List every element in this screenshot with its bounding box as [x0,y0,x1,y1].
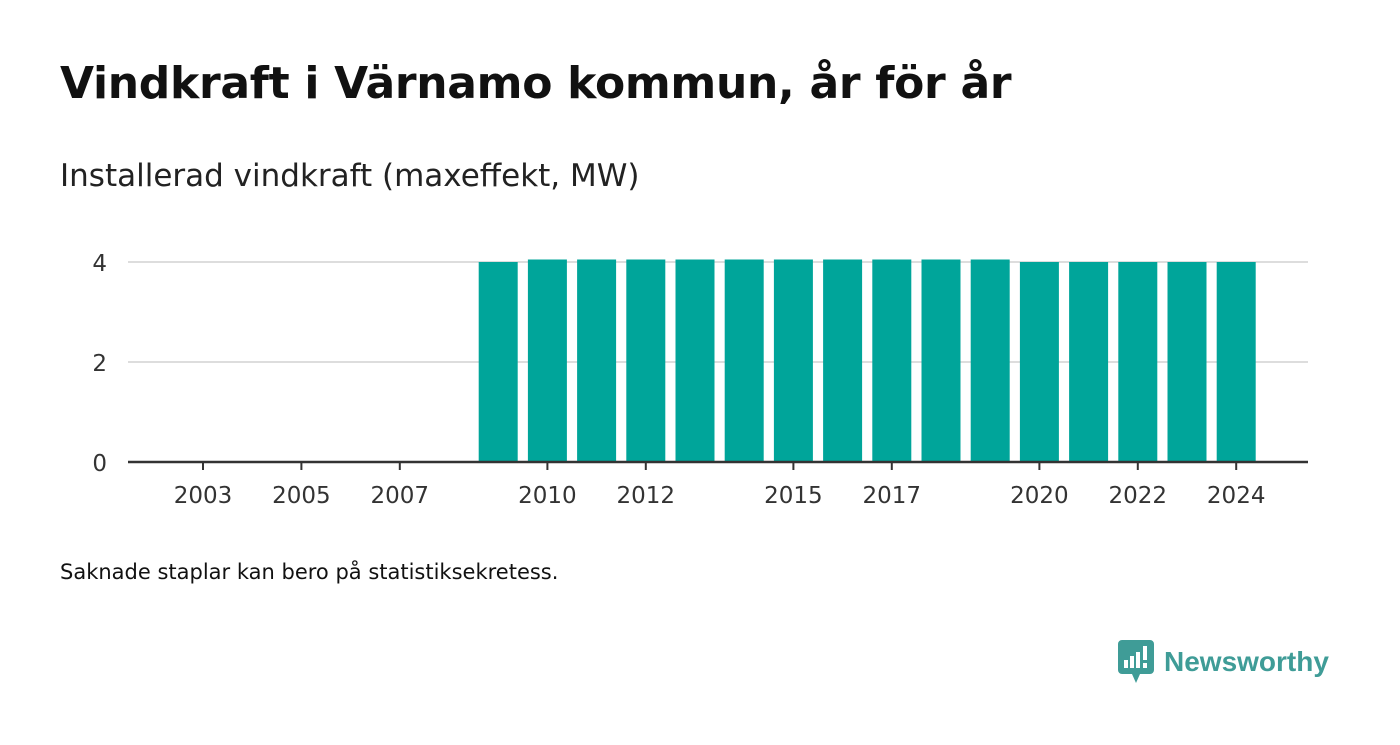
x-tick-label: 2017 [863,483,922,509]
bar [773,259,813,462]
x-tick-label: 2020 [1010,483,1069,509]
footnote: Saknade staplar kan bero på statistiksek… [60,560,559,584]
bar [1118,262,1158,462]
bar [1167,262,1207,462]
x-axis-ticks [202,462,1238,470]
bar [823,259,863,462]
bar [1216,262,1256,462]
bar [970,259,1010,462]
bar [478,262,518,462]
x-tick-label: 2024 [1207,483,1266,509]
x-axis-labels: 2003 2005 2007 2010 2012 2015 2017 2020 2022 2024 [174,483,1266,509]
bar [577,259,617,462]
bar [921,259,961,462]
bar [872,259,912,462]
brand-logo[interactable]: Newsworthy [1118,640,1329,684]
bar [1069,262,1109,462]
chart-subtitle: Installerad vindkraft (maxeffekt, MW) [60,158,640,194]
y-tick-label: 0 [92,451,107,477]
y-tick-label: 4 [92,251,107,277]
y-axis-labels: 0 2 4 [92,251,107,477]
bar [675,259,715,462]
x-tick-label: 2022 [1109,483,1168,509]
bar [1019,262,1059,462]
brand-name: Newsworthy [1164,646,1329,677]
x-tick-label: 2007 [371,483,430,509]
bar-chart: 0 2 4 2003 2005 2007 2010 2012 2015 2017 2020 2022… [92,251,1308,509]
x-tick-label: 2010 [518,483,577,509]
y-tick-label: 2 [92,351,107,377]
grid-lines [128,261,1308,363]
bar [626,259,666,462]
chart-title: Vindkraft i Värnamo kommun, år för år [60,58,1012,109]
bar [724,259,764,462]
x-tick-label: 2005 [272,483,331,509]
x-tick-label: 2003 [174,483,233,509]
bars [478,259,1256,462]
bar [527,259,567,462]
x-tick-label: 2015 [764,483,823,509]
newsworthy-logo-icon [1118,640,1154,683]
x-tick-label: 2012 [617,483,676,509]
